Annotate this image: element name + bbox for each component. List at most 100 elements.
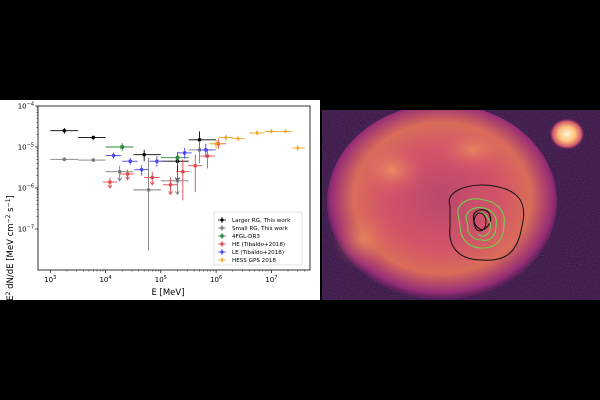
marker-diamond xyxy=(295,145,300,151)
marker-circle xyxy=(168,182,173,187)
data-point xyxy=(209,139,224,149)
legend-item: Larger RG, This work xyxy=(218,217,291,224)
contour-inner-black xyxy=(472,209,492,231)
y-tick-label: 10−7 xyxy=(18,225,34,234)
marker-diamond xyxy=(224,135,228,140)
data-point xyxy=(105,165,134,182)
legend-item: Small RG, This work xyxy=(218,225,289,232)
marker-circle xyxy=(150,175,155,180)
data-point xyxy=(144,171,160,186)
upper-limit-arrow xyxy=(125,176,130,181)
series-4 xyxy=(105,143,214,176)
x-axis-label: E [MeV] xyxy=(151,288,184,298)
marker-circle xyxy=(220,242,224,246)
data-point xyxy=(133,149,161,162)
x-tick-label: 104 xyxy=(99,275,111,284)
legend-item: HESS GPS 2018 xyxy=(218,257,276,264)
marker-circle xyxy=(181,169,185,174)
marker-square xyxy=(120,145,124,149)
x-tick-label: 107 xyxy=(265,275,277,284)
marker-circle xyxy=(117,169,122,174)
data-point xyxy=(50,157,79,162)
legend-label: Small RG, This work xyxy=(232,226,289,232)
marker-diamond xyxy=(220,257,224,263)
marker-circle xyxy=(125,172,130,176)
marker-circle xyxy=(220,226,224,230)
contour-core xyxy=(473,212,487,232)
marker-circle xyxy=(205,154,210,158)
series-2 xyxy=(105,143,189,166)
upper-limit-arrow xyxy=(107,184,113,189)
data-point xyxy=(134,165,149,176)
data-point xyxy=(163,177,178,196)
legend-box xyxy=(213,211,303,266)
y-tick-label: 10−4 xyxy=(18,102,34,111)
marker-circle xyxy=(155,159,159,164)
x-tick-label: 103 xyxy=(44,275,56,284)
marker-diamond xyxy=(214,141,218,147)
contour-green-3 xyxy=(477,211,491,237)
data-point xyxy=(105,143,134,151)
data-point xyxy=(105,152,121,159)
data-point xyxy=(119,169,135,181)
data-point xyxy=(198,143,214,158)
series-3 xyxy=(103,138,226,201)
marker-circle xyxy=(91,158,96,162)
legend-item: HE (Tibaldo+2018) xyxy=(218,241,285,248)
legend-label: HE (Tibaldo+2018) xyxy=(232,242,285,248)
data-point xyxy=(160,171,189,196)
sky-map-panel xyxy=(322,104,600,300)
y-tick-label: 10−6 xyxy=(18,184,34,193)
contour-outer xyxy=(448,184,525,261)
series-0 xyxy=(50,128,217,182)
marker-circle xyxy=(146,188,151,192)
x-tick-label: 105 xyxy=(155,275,167,284)
contour-green-1 xyxy=(457,198,505,249)
data-point xyxy=(122,157,138,165)
y-tick-label: 10−5 xyxy=(18,143,34,152)
marker-circle xyxy=(108,180,112,184)
bright-region-nw xyxy=(357,142,427,198)
marker-square xyxy=(175,155,180,160)
data-point xyxy=(78,135,106,140)
data-point xyxy=(133,157,161,251)
upper-limit-arrow xyxy=(117,177,123,182)
bright-region-n xyxy=(432,128,512,172)
marker-circle xyxy=(62,128,67,133)
marker-circle xyxy=(139,167,144,172)
marker-circle xyxy=(175,178,180,183)
legend-item: LE (Tibaldo+2018) xyxy=(218,249,284,256)
data-point xyxy=(160,152,189,166)
series-1 xyxy=(50,141,217,251)
marker-circle xyxy=(220,218,224,222)
legend-label: 4FGL-DR3 xyxy=(232,234,260,240)
marker-circle xyxy=(111,153,116,158)
data-point xyxy=(200,148,215,169)
marker-circle xyxy=(128,159,133,164)
bright-compact-source xyxy=(549,118,585,150)
sed-plot-panel: E2 dN/dE [MeV cm−2 s−1] E [MeV] 103 104 10… xyxy=(0,100,320,301)
sed-chart: E2 dN/dE [MeV cm−2 s−1] E [MeV] 103 104 10… xyxy=(5,102,311,301)
marker-circle xyxy=(220,250,224,254)
data-point xyxy=(149,156,165,167)
x-tick-label: 106 xyxy=(210,275,222,284)
sky-map xyxy=(322,104,600,300)
data-point xyxy=(50,128,79,134)
legend-label: LE (Tibaldo+2018) xyxy=(232,250,284,256)
bright-region-sw xyxy=(332,210,392,270)
upper-limit-arrow xyxy=(168,191,173,196)
data-point xyxy=(177,147,192,159)
legend-label: HESS GPS 2018 xyxy=(232,258,276,264)
data-point xyxy=(187,154,203,192)
upper-limit-arrow xyxy=(149,181,155,186)
data-point xyxy=(176,159,190,201)
marker-circle xyxy=(182,151,187,155)
legend-item: 4FGL-DR3 xyxy=(218,233,260,240)
y-axis-label: E2 dN/dE [MeV cm−2 s−1] xyxy=(5,195,17,300)
marker-square xyxy=(220,234,224,238)
marker-circle xyxy=(91,135,96,140)
data-point xyxy=(103,177,117,189)
legend-label: Larger RG, This work xyxy=(232,218,291,224)
data-point xyxy=(292,145,305,151)
